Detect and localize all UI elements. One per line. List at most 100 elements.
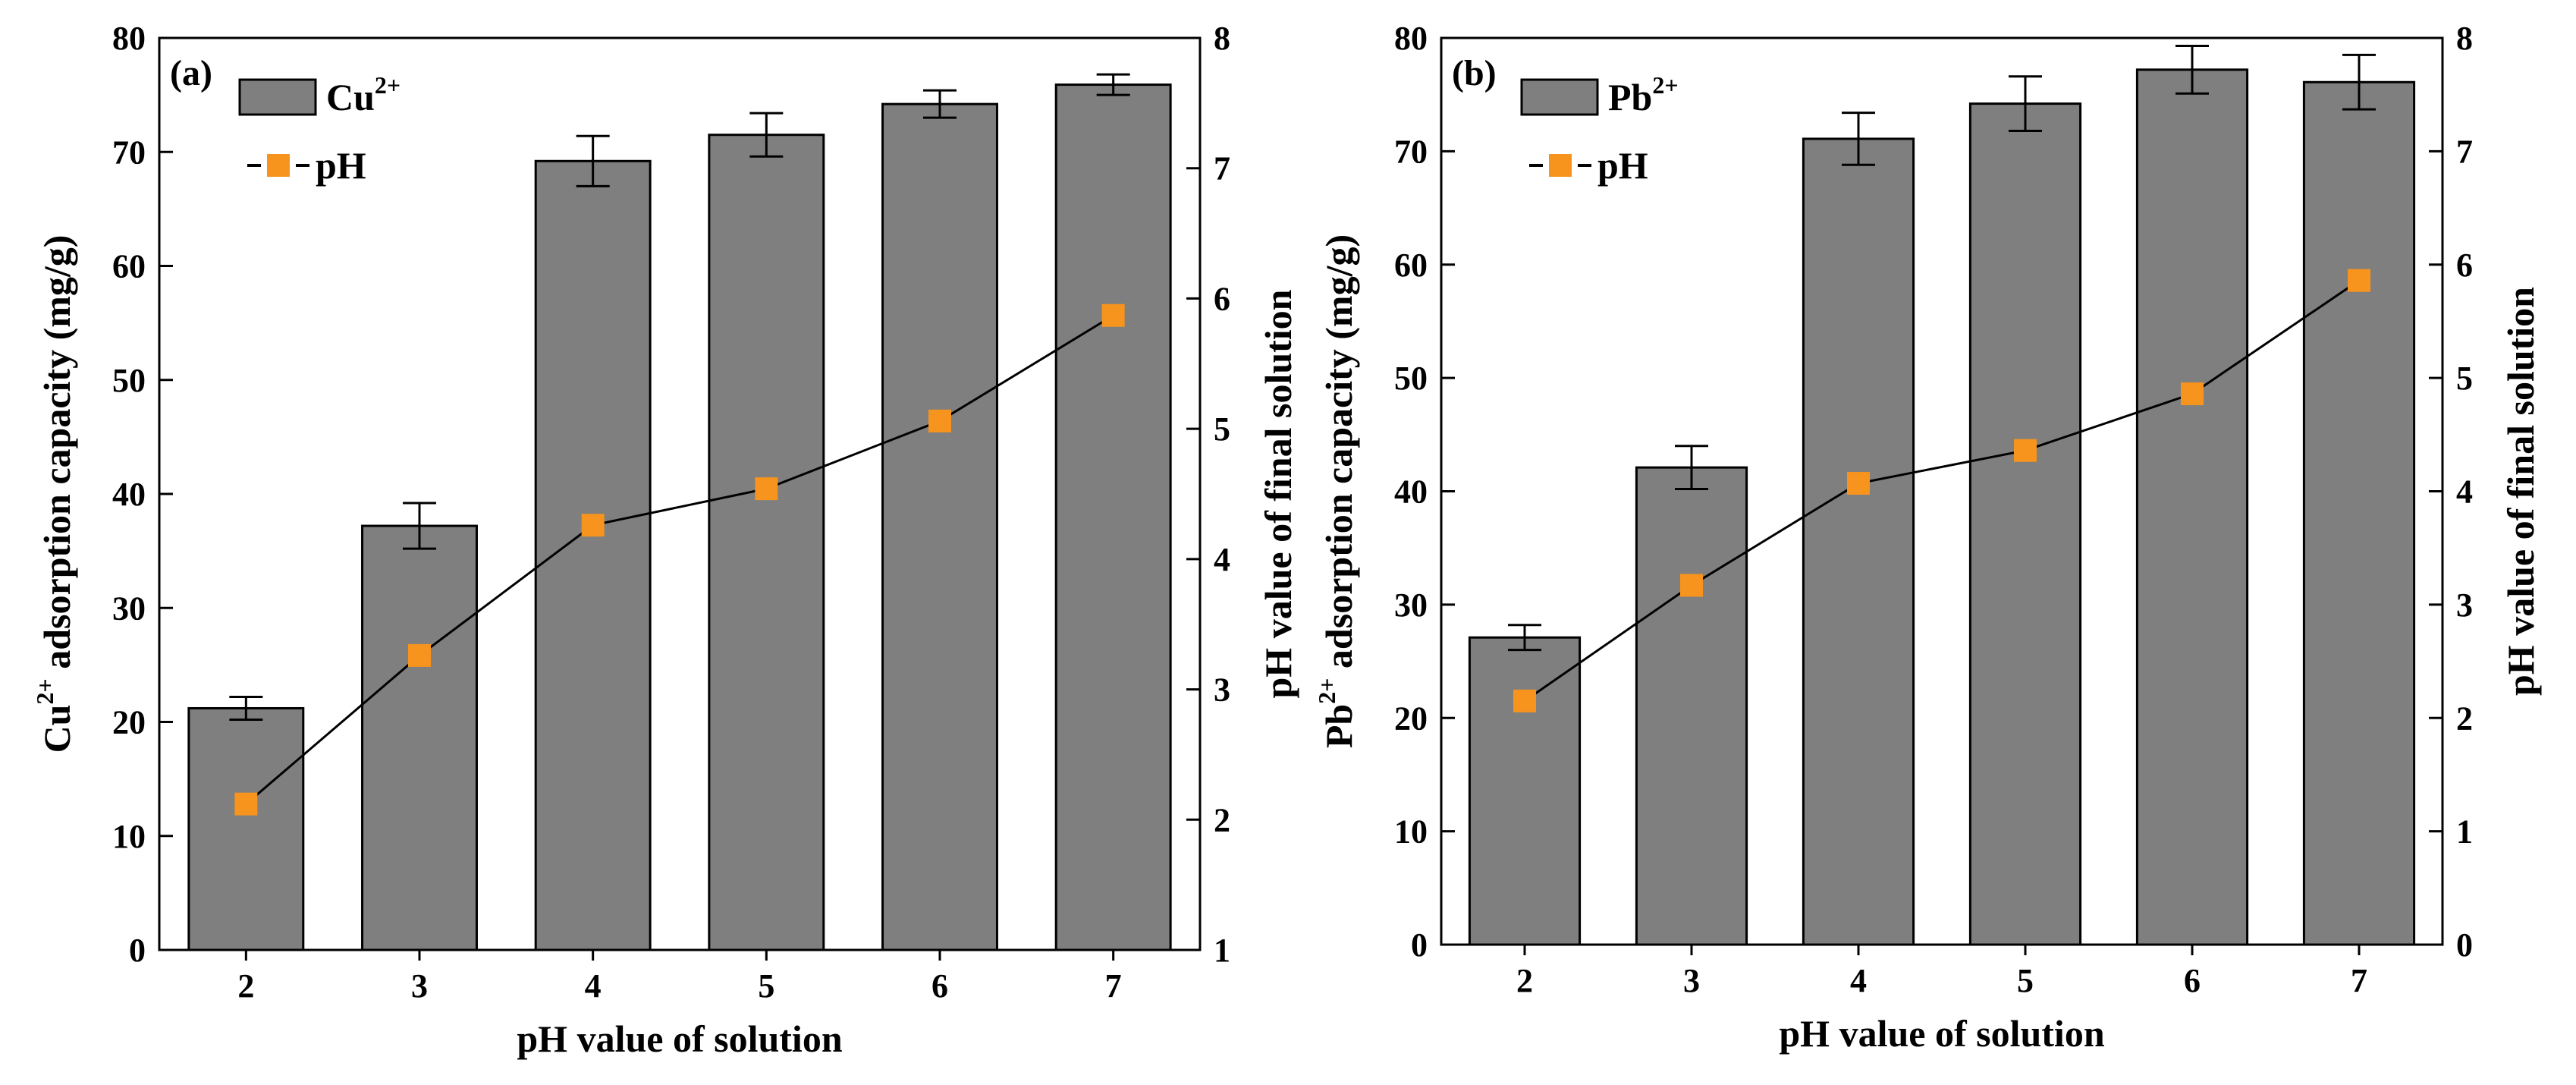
ph-point-2 [234,792,258,816]
error-bar-6 [923,89,957,119]
y2-tick-label: 6 [1214,280,1230,317]
error-bar-7 [1096,73,1130,96]
error-bar-4 [576,134,610,187]
y-tick-label: 10 [112,818,146,855]
legend-line-label: pH [316,144,366,187]
y-tick-label: 70 [1394,133,1428,170]
chart-panel-b: 0 10 20 30 40 50 60 70 80 0 1 2 3 4 5 6 7 8 2 3 4 5 6 7 pH value… [1313,20,2542,1055]
legend-bar-label: Pb2+ [1608,71,1679,118]
y-tick-label: 30 [1394,587,1428,624]
y2-tick-label: 5 [1214,410,1230,448]
y2-tick-label: 2 [1214,801,1230,838]
y2-tick-label: 7 [1214,150,1230,187]
ph-series-line [245,314,1114,805]
y2-tick-label: 1 [2456,813,2473,851]
bar-4 [1802,137,1915,946]
y-tick-label: 20 [112,704,146,741]
x-tick-label: 6 [931,967,948,1005]
ph-point-5 [755,477,778,501]
y-tick-label: 60 [112,248,146,285]
ph-point-6 [928,409,951,432]
bar-3 [1635,466,1748,946]
bar-3 [361,524,478,951]
y2-tick-label: 0 [2456,926,2473,964]
ph-point-7 [2348,269,2370,292]
y-tick-label: 20 [1394,700,1428,737]
y2-tick-label: 3 [1214,671,1230,709]
y2-tick-label: 7 [2456,133,2473,170]
plot-frame [1440,36,2444,946]
x-tick-label: 7 [1105,967,1122,1005]
y2-tick-label: 1 [1214,932,1230,969]
x-axis-title: pH value of solution [517,1017,842,1060]
chart-panel-a: 0 10 20 30 40 50 60 70 80 1 2 3 4 5 6 7 8 2 3 4 5 6 7 pH value … [31,20,1299,1060]
x-tick-label: 2 [1516,962,1533,999]
ph-point-4 [581,514,605,537]
ph-point-6 [2181,382,2204,406]
y2-tick-label: 8 [1214,20,1230,57]
y2-tick-label: 5 [2456,360,2473,397]
legend-line-label: pH [1597,144,1648,187]
error-bar-4 [1842,112,1875,166]
x-tick-label: 5 [2017,962,2034,999]
x-tick-label: 7 [2351,962,2367,999]
error-bar-2 [1508,624,1541,652]
ph-point-3 [1680,574,1703,597]
y-axis-title: Pb2+ adsorption capacity (mg/g) [1313,234,1360,748]
ph-series-line [1524,279,2360,703]
panel-label: (b) [1452,53,1497,93]
bar-5 [1968,102,2082,946]
y-tick-label: 0 [129,932,146,969]
y-tick-label: 70 [112,134,146,171]
x-tick-label: 4 [585,967,602,1005]
y2-axis-title: pH value of final solution [2499,287,2542,696]
bar-7 [1054,83,1172,951]
y2-tick-label: 8 [2456,20,2473,57]
y-tick-label: 0 [1411,926,1428,964]
y-tick-label: 10 [1394,813,1428,851]
legend: Pb2+ pH [1520,71,1679,187]
x-tick-label: 4 [1850,962,1867,999]
y-tick-label: 50 [112,362,146,399]
bar-6 [881,102,998,951]
bar-2 [187,706,305,951]
y-tick-label: 80 [112,20,146,57]
error-bar-3 [1675,445,1708,491]
y2-axis-title: pH value of final solution [1257,289,1299,698]
legend-marker [1549,154,1572,177]
y-tick-label: 50 [1394,360,1428,397]
y-tick-label: 40 [112,476,146,513]
y-tick-label: 60 [1394,247,1428,284]
x-tick-label: 5 [758,967,774,1005]
ph-point-7 [1101,303,1125,327]
legend-bar-label: Cu2+ [326,71,401,118]
y2-tick-label: 6 [2456,247,2473,284]
y-axis-title: Cu2+ adsorption capacity (mg/g) [31,235,78,753]
error-bar-2 [229,695,263,721]
x-axis-title: pH value of solution [1779,1012,2104,1055]
y-tick-label: 30 [112,590,146,627]
bar-6 [2135,68,2249,946]
x-tick-label: 3 [411,967,428,1005]
panel-label: (a) [170,53,212,93]
error-bar-5 [2009,75,2042,132]
x-tick-label: 3 [1683,962,1700,999]
y2-tick-label: 2 [2456,700,2473,737]
x-tick-label: 6 [2184,962,2201,999]
ph-point-3 [408,643,431,667]
y2-tick-label: 4 [1214,541,1230,578]
error-bar-5 [749,112,784,158]
y2-tick-label: 4 [2456,473,2473,511]
y2-tick-label: 3 [2456,587,2473,624]
bar-5 [708,134,825,951]
error-bar-6 [2175,44,2209,95]
y-tick-label: 40 [1394,473,1428,511]
legend-bar-swatch [238,78,317,116]
bar-2 [1468,636,1582,946]
x-tick-label: 2 [237,967,254,1005]
legend-marker [267,154,290,177]
ph-point-2 [1513,689,1536,712]
bar-7 [2302,80,2416,946]
y-tick-label: 80 [1394,20,1428,57]
